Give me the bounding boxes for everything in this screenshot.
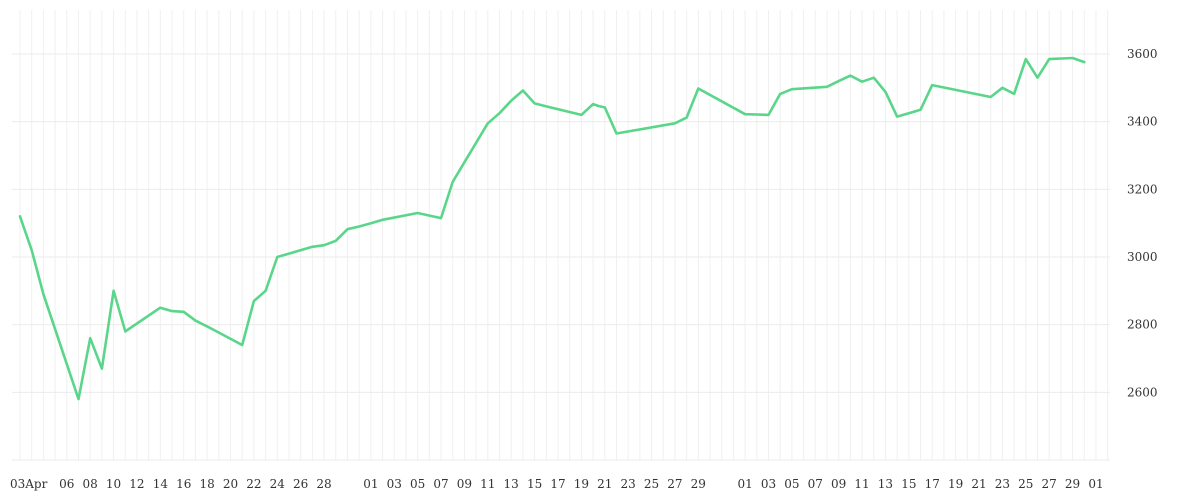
x-tick-label: 27 <box>1042 477 1057 491</box>
x-tick-label: 19 <box>574 477 589 491</box>
x-tick-label: 13 <box>878 477 893 491</box>
x-tick-label: 05 <box>410 477 425 491</box>
x-tick-label: 03Apr <box>10 477 48 491</box>
x-tick-label: 01 <box>737 477 752 491</box>
y-tick-label: 2600 <box>1127 385 1158 399</box>
x-tick-label: 01 <box>1088 477 1103 491</box>
grid <box>12 10 1110 461</box>
x-tick-label: 15 <box>901 477 916 491</box>
x-tick-label: 11 <box>854 477 869 491</box>
x-tick-label: 18 <box>199 477 214 491</box>
y-tick-label: 3200 <box>1127 182 1158 196</box>
x-tick-label: 03 <box>761 477 776 491</box>
y-tick-label: 3400 <box>1127 115 1158 129</box>
x-tick-label: 14 <box>153 477 169 491</box>
x-tick-label: 25 <box>1018 477 1033 491</box>
y-tick-label: 3600 <box>1127 47 1158 61</box>
x-tick-label: 15 <box>527 477 542 491</box>
x-tick-label: 28 <box>316 477 331 491</box>
x-tick-label: 25 <box>644 477 659 491</box>
x-tick-label: 07 <box>433 477 448 491</box>
y-axis-ticks: 2600 2800 3000 3200 3400 3600 <box>1127 47 1158 399</box>
x-tick-label: 03 <box>387 477 402 491</box>
x-tick-label: 27 <box>667 477 682 491</box>
x-tick-label: 07 <box>808 477 823 491</box>
x-tick-label: 29 <box>691 477 706 491</box>
x-tick-label: 23 <box>995 477 1010 491</box>
x-tick-label: 16 <box>176 477 191 491</box>
x-tick-label: 10 <box>106 477 121 491</box>
x-tick-label: 17 <box>550 477 565 491</box>
x-tick-label: 05 <box>784 477 799 491</box>
y-tick-label: 3000 <box>1127 250 1158 264</box>
x-tick-label: 22 <box>246 477 261 491</box>
x-tick-label: 29 <box>1065 477 1080 491</box>
y-tick-label: 2800 <box>1127 318 1158 332</box>
x-tick-label: 17 <box>925 477 940 491</box>
x-tick-label: 09 <box>457 477 472 491</box>
x-tick-label: 21 <box>971 477 986 491</box>
x-tick-label: 26 <box>293 477 308 491</box>
series-layer <box>18 56 1086 401</box>
x-tick-label: 06 <box>59 477 74 491</box>
x-tick-label: 13 <box>504 477 519 491</box>
x-axis-ticks: 03Apr 06 08 10 12 14 16 18 20 22 24 26 28 01 03 05 07 09 1… <box>10 477 1104 491</box>
x-tick-label: 19 <box>948 477 963 491</box>
series-line <box>18 56 1086 401</box>
x-tick-label: 23 <box>621 477 636 491</box>
x-tick-label: 12 <box>129 477 144 491</box>
x-tick-label: 08 <box>83 477 98 491</box>
x-tick-label: 24 <box>270 477 286 491</box>
x-tick-label: 01 <box>363 477 378 491</box>
x-tick-label: 11 <box>480 477 495 491</box>
x-tick-label: 09 <box>831 477 846 491</box>
x-tick-label: 21 <box>597 477 612 491</box>
x-tick-label: 20 <box>223 477 238 491</box>
